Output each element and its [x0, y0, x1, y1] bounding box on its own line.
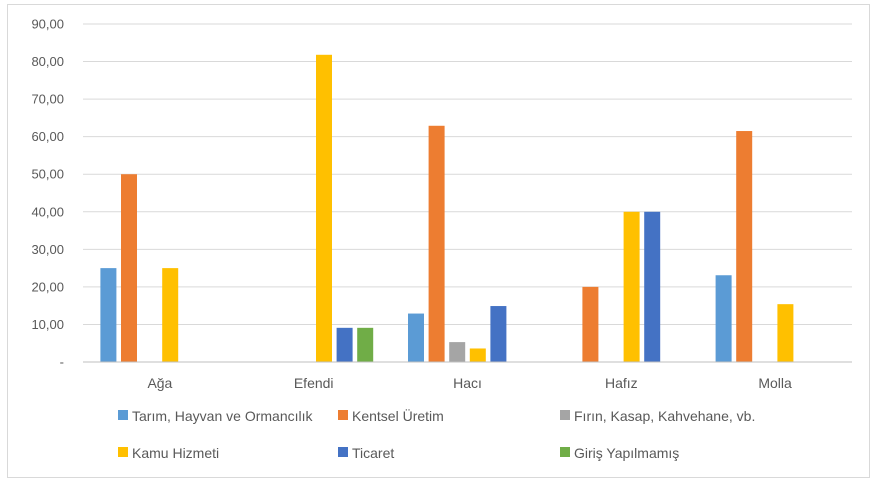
bar [582, 286, 599, 362]
y-tick-label: 90,00 [31, 17, 64, 32]
bar [469, 348, 486, 362]
bar [100, 268, 117, 362]
bar [162, 268, 179, 362]
bar [623, 211, 640, 362]
bar [644, 211, 661, 362]
bar [408, 313, 424, 362]
legend-swatch [560, 447, 570, 457]
legend-swatch [118, 447, 128, 457]
bar [428, 125, 445, 362]
x-axis: Ağa Efendi Hacı Hafız Molla [83, 361, 852, 391]
legend-label: Giriş Yapılmamış [574, 445, 679, 461]
legend-label: Tarım, Hayvan ve Ormancılık [132, 408, 313, 424]
y-tick-label: 30,00 [31, 242, 64, 257]
bar [449, 342, 466, 362]
legend-label: Kamu Hizmeti [132, 445, 219, 461]
x-tick-label: Hacı [453, 375, 482, 391]
y-tick-label: 40,00 [31, 204, 64, 219]
y-tick-label: 50,00 [31, 167, 64, 182]
bar [777, 304, 794, 362]
legend-swatch [338, 447, 348, 457]
bar [357, 327, 374, 362]
bar [336, 327, 353, 362]
y-tick-label: 20,00 [31, 279, 64, 294]
bars [100, 54, 794, 362]
bar [316, 54, 332, 362]
y-axis-tick-labels: - 10,00 20,00 30,00 40,00 50,00 60,00 70,00 80,0… [31, 17, 64, 370]
legend-swatch [338, 410, 348, 420]
x-tick-label: Hafız [605, 375, 638, 391]
y-tick-label: - [60, 355, 64, 370]
legend-label: Kentsel Üretim [352, 407, 444, 424]
bar [736, 131, 753, 362]
legend-swatch [118, 410, 128, 420]
y-tick-label: 80,00 [31, 54, 64, 69]
legend-label: Ticaret [352, 445, 394, 461]
bar [121, 174, 137, 362]
bar [715, 275, 732, 362]
y-tick-label: 60,00 [31, 129, 64, 144]
y-tick-label: 70,00 [31, 92, 64, 107]
legend: Tarım, Hayvan ve Ormancılık Kentsel Üreti… [118, 407, 755, 461]
legend-label: Fırın, Kasap, Kahvehane, vb. [574, 408, 755, 424]
x-tick-label: Ağa [147, 375, 172, 391]
x-tick-label: Molla [758, 375, 792, 391]
bar [490, 306, 507, 362]
legend-swatch [560, 410, 570, 420]
y-tick-label: 10,00 [31, 317, 64, 332]
x-tick-label: Efendi [294, 375, 334, 391]
